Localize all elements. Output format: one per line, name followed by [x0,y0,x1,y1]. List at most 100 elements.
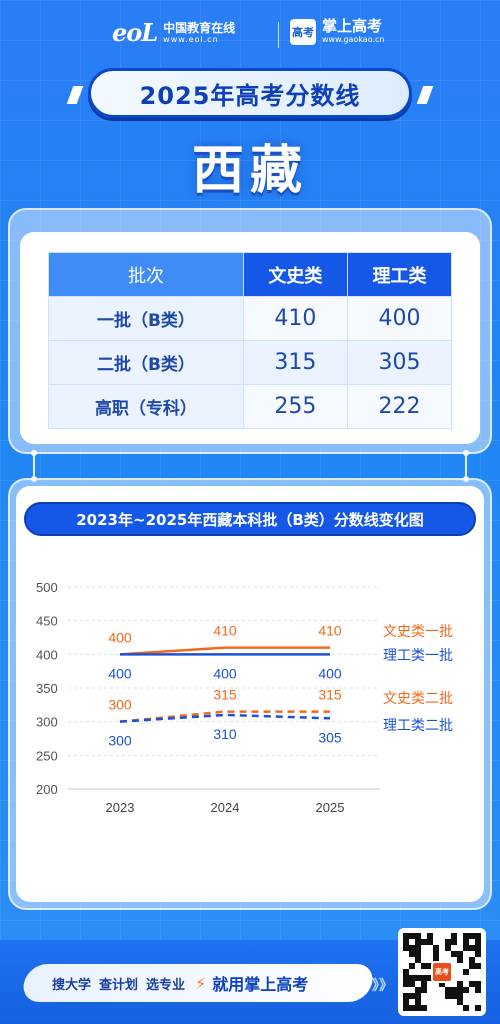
qr-module [403,1005,409,1011]
qr-code[interactable]: 高考 [398,928,486,1016]
connector-right [465,452,467,480]
header-logos: eoL 中国教育在线 www.eol.cn 高考 掌上高考 www.gaokao… [0,18,500,50]
qr-module [403,939,409,945]
qr-module [469,939,475,945]
qr-module [403,999,409,1005]
eol-logo-url: www.eol.cn [163,34,219,44]
qr-module [427,957,433,963]
qr-module [403,945,409,951]
qr-module [451,933,457,939]
qr-module [421,963,427,969]
qr-module [421,945,427,951]
table-header-batch: 批次 [48,252,244,297]
table-header-row: 批次 文史类 理工类 [48,252,453,297]
qr-module [469,957,475,963]
qr-module [457,969,463,975]
qr-module [433,1005,439,1011]
qr-module [433,987,439,993]
table-cell-wenshi: 255 [242,384,348,429]
qr-module [403,963,409,969]
qr-module [421,969,427,975]
qr-module [475,993,481,999]
qr-module [451,963,457,969]
qr-module [433,993,439,999]
qr-module [439,981,445,987]
qr-module [427,1005,433,1011]
qr-module [403,957,409,963]
qr-module [439,1005,445,1011]
qr-module [409,945,415,951]
qr-module [469,933,475,939]
qr-module [421,981,427,987]
qr-module [427,993,433,999]
qr-module [451,939,457,945]
qr-module [475,963,481,969]
gaokao-logo-name: 掌上高考 [322,17,383,35]
qr-module [427,933,433,939]
score-table-card: 批次 文史类 理工类 一批（B类） 410 400 二批（B类） 315 305… [8,208,492,454]
promo-search-university: 搜大学 [52,977,92,993]
qr-module [457,987,463,993]
connector-dot [463,450,469,456]
gaokao-logo[interactable]: 高考 掌上高考 www.gaokao.cn [290,18,384,45]
qr-module [415,981,421,987]
qr-module [475,969,481,975]
qr-module [469,951,475,957]
qr-module [433,939,439,945]
connector-dot [31,450,37,456]
qr-module [439,993,445,999]
qr-module [475,1005,481,1011]
qr-module [445,993,451,999]
qr-module [463,981,469,987]
qr-module [445,1005,451,1011]
qr-module [457,975,463,981]
qr-module [469,999,475,1005]
qr-module [439,945,445,951]
table-row-label: 一批（B类） [48,296,244,341]
qr-module [415,993,421,999]
table-row: 高职（专科） 255 222 [48,384,453,429]
qr-module [409,975,415,981]
chart-card-inner [16,486,484,902]
table-row: 二批（B类） 315 305 [48,340,453,385]
qr-module [427,975,433,981]
qr-module [427,951,433,957]
qr-module [415,963,421,969]
qr-module [409,999,415,1005]
qr-module [463,933,469,939]
qr-module [409,963,415,969]
qr-module [457,951,463,957]
qr-module [475,981,481,987]
qr-module [421,1005,427,1011]
qr-module [469,987,475,993]
qr-module [445,951,451,957]
qr-module [451,981,457,987]
qr-module [403,987,409,993]
qr-module [433,957,439,963]
qr-module [409,951,415,957]
qr-module [463,1005,469,1011]
app-promo-button[interactable]: 搜大学 查计划 选专业 ⚡ 就用掌上高考 [19,964,377,1002]
qr-module [421,951,427,957]
qr-module [457,939,463,945]
qr-module [463,969,469,975]
title-banner: 2025年高考分数线 [88,68,412,118]
page-title: 2025年高考分数线 [139,81,361,110]
qr-module [457,1005,463,1011]
qr-module [439,951,445,957]
qr-module [451,945,457,951]
qr-module [469,1005,475,1011]
qr-module [439,939,445,945]
table-header-wenshi: 文史类 [242,252,348,297]
qr-module [469,993,475,999]
gaokao-badge-icon: 高考 [290,18,316,45]
qr-module [475,975,481,981]
qr-module [427,945,433,951]
qr-module [415,969,421,975]
eol-logo-mark: eoL [112,18,158,47]
qr-module [433,951,439,957]
qr-module [409,939,415,945]
qr-module [475,933,481,939]
eol-logo[interactable]: eoL 中国教育在线 www.eol.cn [112,18,235,47]
table-row-label: 高职（专科） [48,384,244,429]
